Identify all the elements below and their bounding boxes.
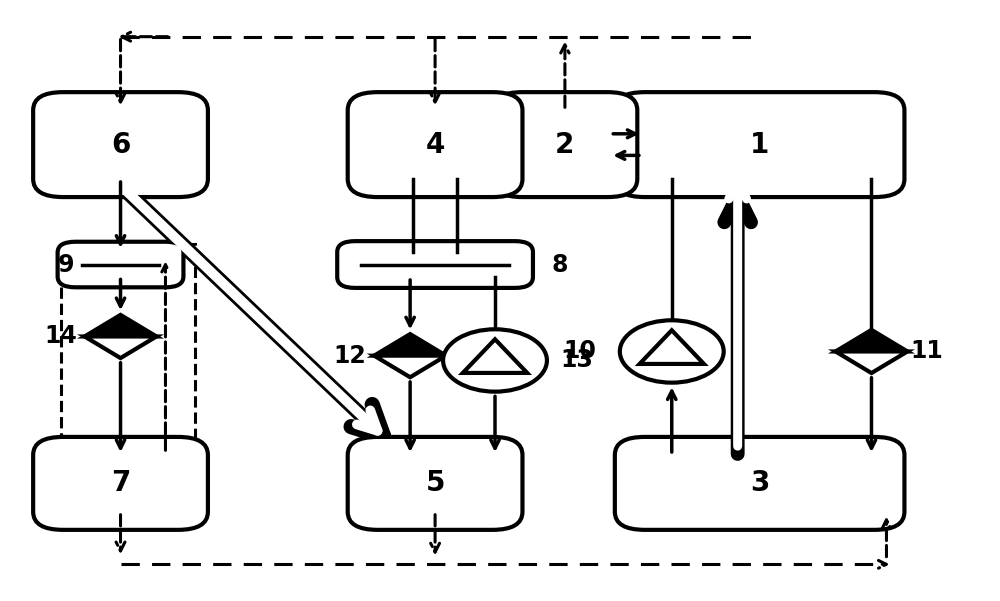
- Polygon shape: [836, 330, 907, 352]
- Text: 12: 12: [334, 344, 367, 368]
- Text: 13: 13: [560, 349, 593, 373]
- Text: 11: 11: [910, 340, 943, 364]
- Polygon shape: [85, 315, 156, 337]
- FancyBboxPatch shape: [348, 437, 522, 530]
- FancyBboxPatch shape: [337, 241, 533, 288]
- Text: 14: 14: [44, 325, 77, 349]
- Text: 9: 9: [57, 252, 74, 276]
- FancyBboxPatch shape: [615, 437, 904, 530]
- Polygon shape: [374, 356, 446, 377]
- Polygon shape: [85, 337, 156, 358]
- Text: 7: 7: [111, 469, 130, 498]
- FancyBboxPatch shape: [348, 92, 522, 197]
- FancyBboxPatch shape: [33, 92, 208, 197]
- Circle shape: [443, 329, 547, 392]
- Polygon shape: [374, 334, 446, 356]
- Text: 10: 10: [563, 340, 596, 364]
- Circle shape: [620, 320, 724, 383]
- FancyBboxPatch shape: [33, 437, 208, 530]
- Polygon shape: [836, 352, 907, 373]
- Text: 1: 1: [750, 130, 769, 159]
- Text: 6: 6: [111, 130, 130, 159]
- FancyBboxPatch shape: [58, 242, 183, 287]
- Text: 4: 4: [425, 130, 445, 159]
- Text: 2: 2: [555, 130, 575, 159]
- Text: 5: 5: [425, 469, 445, 498]
- FancyBboxPatch shape: [493, 92, 637, 197]
- Text: 8: 8: [552, 252, 568, 276]
- FancyBboxPatch shape: [615, 92, 904, 197]
- Text: 3: 3: [750, 469, 769, 498]
